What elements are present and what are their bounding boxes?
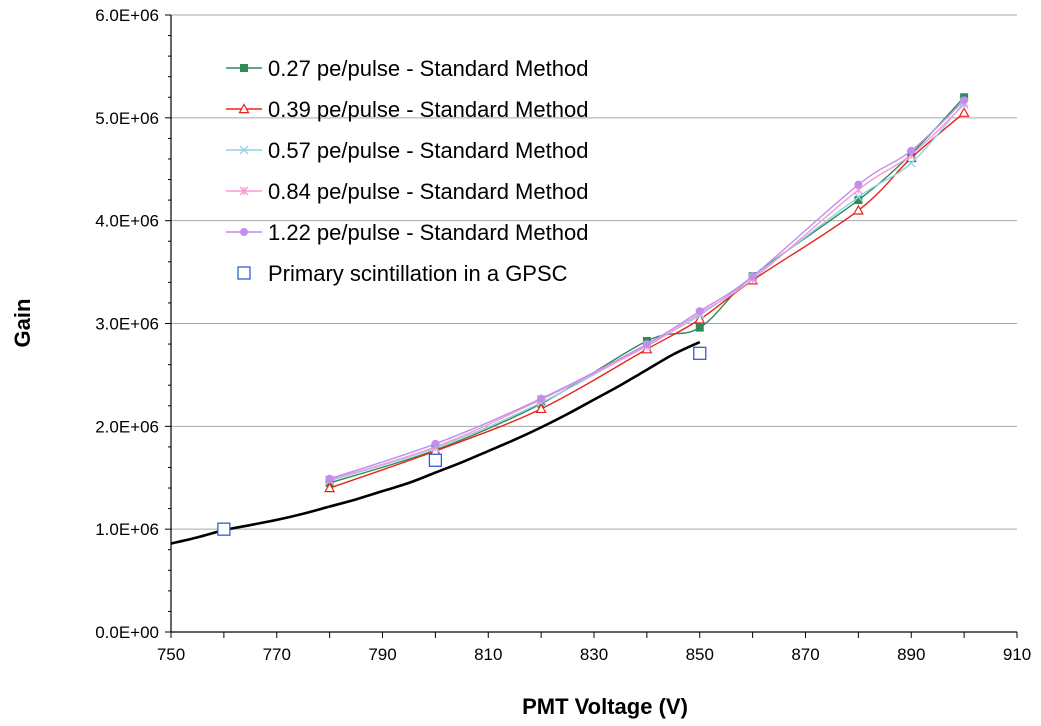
marker-stroke (239, 145, 249, 155)
data-point (748, 272, 757, 281)
legend-marker (239, 145, 249, 155)
y-tick-label: 6.0E+06 (95, 6, 159, 25)
legend-item: 0.39 pe/pulse - Standard Method (226, 97, 588, 122)
y-tick-label: 1.0E+06 (95, 520, 159, 539)
x-axis-title: PMT Voltage (V) (522, 694, 688, 719)
legend-item: 0.57 pe/pulse - Standard Method (226, 138, 588, 163)
data-point (535, 403, 547, 414)
data-point (694, 313, 706, 324)
legend-marker (239, 186, 249, 196)
y-tick-label: 0.0E+00 (95, 623, 159, 642)
legend: 0.27 pe/pulse - Standard Method 0.39 pe/p… (226, 56, 588, 286)
legend-marker (240, 64, 248, 72)
y-tick-label: 5.0E+06 (95, 109, 159, 128)
legend-label: Primary scintillation in a GPSC (268, 261, 568, 286)
x-tick-label: 750 (157, 645, 185, 664)
y-tick-label: 3.0E+06 (95, 315, 159, 334)
reference-curve (170, 340, 701, 545)
y-axis-tick-labels: 0.0E+00 1.0E+06 2.0E+06 3.0E+06 4.0E+06 5.0E+… (95, 6, 159, 642)
data-point (537, 394, 546, 403)
y-tick-label: 4.0E+06 (95, 212, 159, 231)
data-point (324, 482, 336, 493)
legend-label: 0.27 pe/pulse - Standard Method (268, 56, 588, 81)
x-tick-label: 890 (897, 645, 925, 664)
legend-label: 0.39 pe/pulse - Standard Method (268, 97, 588, 122)
legend-item: 0.27 pe/pulse - Standard Method (226, 56, 588, 81)
reference-line (170, 340, 701, 545)
series-layer (170, 93, 970, 545)
legend-marker (240, 228, 248, 236)
data-point (642, 340, 651, 349)
series-5 (325, 96, 969, 483)
data-point (695, 323, 704, 332)
y-axis-title: Gain (10, 299, 35, 348)
x-tick-label: 850 (686, 645, 714, 664)
data-point (693, 346, 707, 360)
data-point (695, 307, 704, 316)
x-tick-label: 910 (1003, 645, 1031, 664)
data-point (853, 192, 863, 202)
data-point (958, 106, 970, 117)
x-tick-label: 790 (368, 645, 396, 664)
y-tick-label: 2.0E+06 (95, 417, 159, 436)
marker-stroke (906, 158, 916, 168)
x-tick-label: 770 (263, 645, 291, 664)
data-point (852, 204, 864, 215)
x-tick-label: 830 (580, 645, 608, 664)
x-axis-tick-labels: 750 770 790 810 830 850 870 890 910 (157, 645, 1031, 664)
legend-label: 0.57 pe/pulse - Standard Method (268, 138, 588, 163)
series-line (329, 103, 965, 481)
data-point (325, 474, 334, 483)
data-point (906, 158, 916, 168)
axes (165, 14, 1018, 638)
data-point (431, 439, 440, 448)
gridlines (171, 14, 1017, 530)
legend-marker (237, 266, 251, 280)
legend-label: 0.84 pe/pulse - Standard Method (268, 179, 588, 204)
x-tick-label: 870 (791, 645, 819, 664)
legend-marker (238, 103, 250, 114)
legend-item: Primary scintillation in a GPSC (237, 261, 568, 286)
data-point (217, 522, 231, 536)
data-point (854, 180, 863, 189)
x-tick-label: 810 (474, 645, 502, 664)
data-point (428, 453, 443, 467)
data-point (907, 146, 916, 155)
data-point (960, 96, 969, 105)
legend-item: 0.84 pe/pulse - Standard Method (226, 179, 588, 204)
series-6 (217, 346, 707, 536)
legend-label: 1.22 pe/pulse - Standard Method (268, 220, 588, 245)
legend-item: 1.22 pe/pulse - Standard Method (226, 220, 588, 245)
marker-stroke (853, 192, 863, 202)
